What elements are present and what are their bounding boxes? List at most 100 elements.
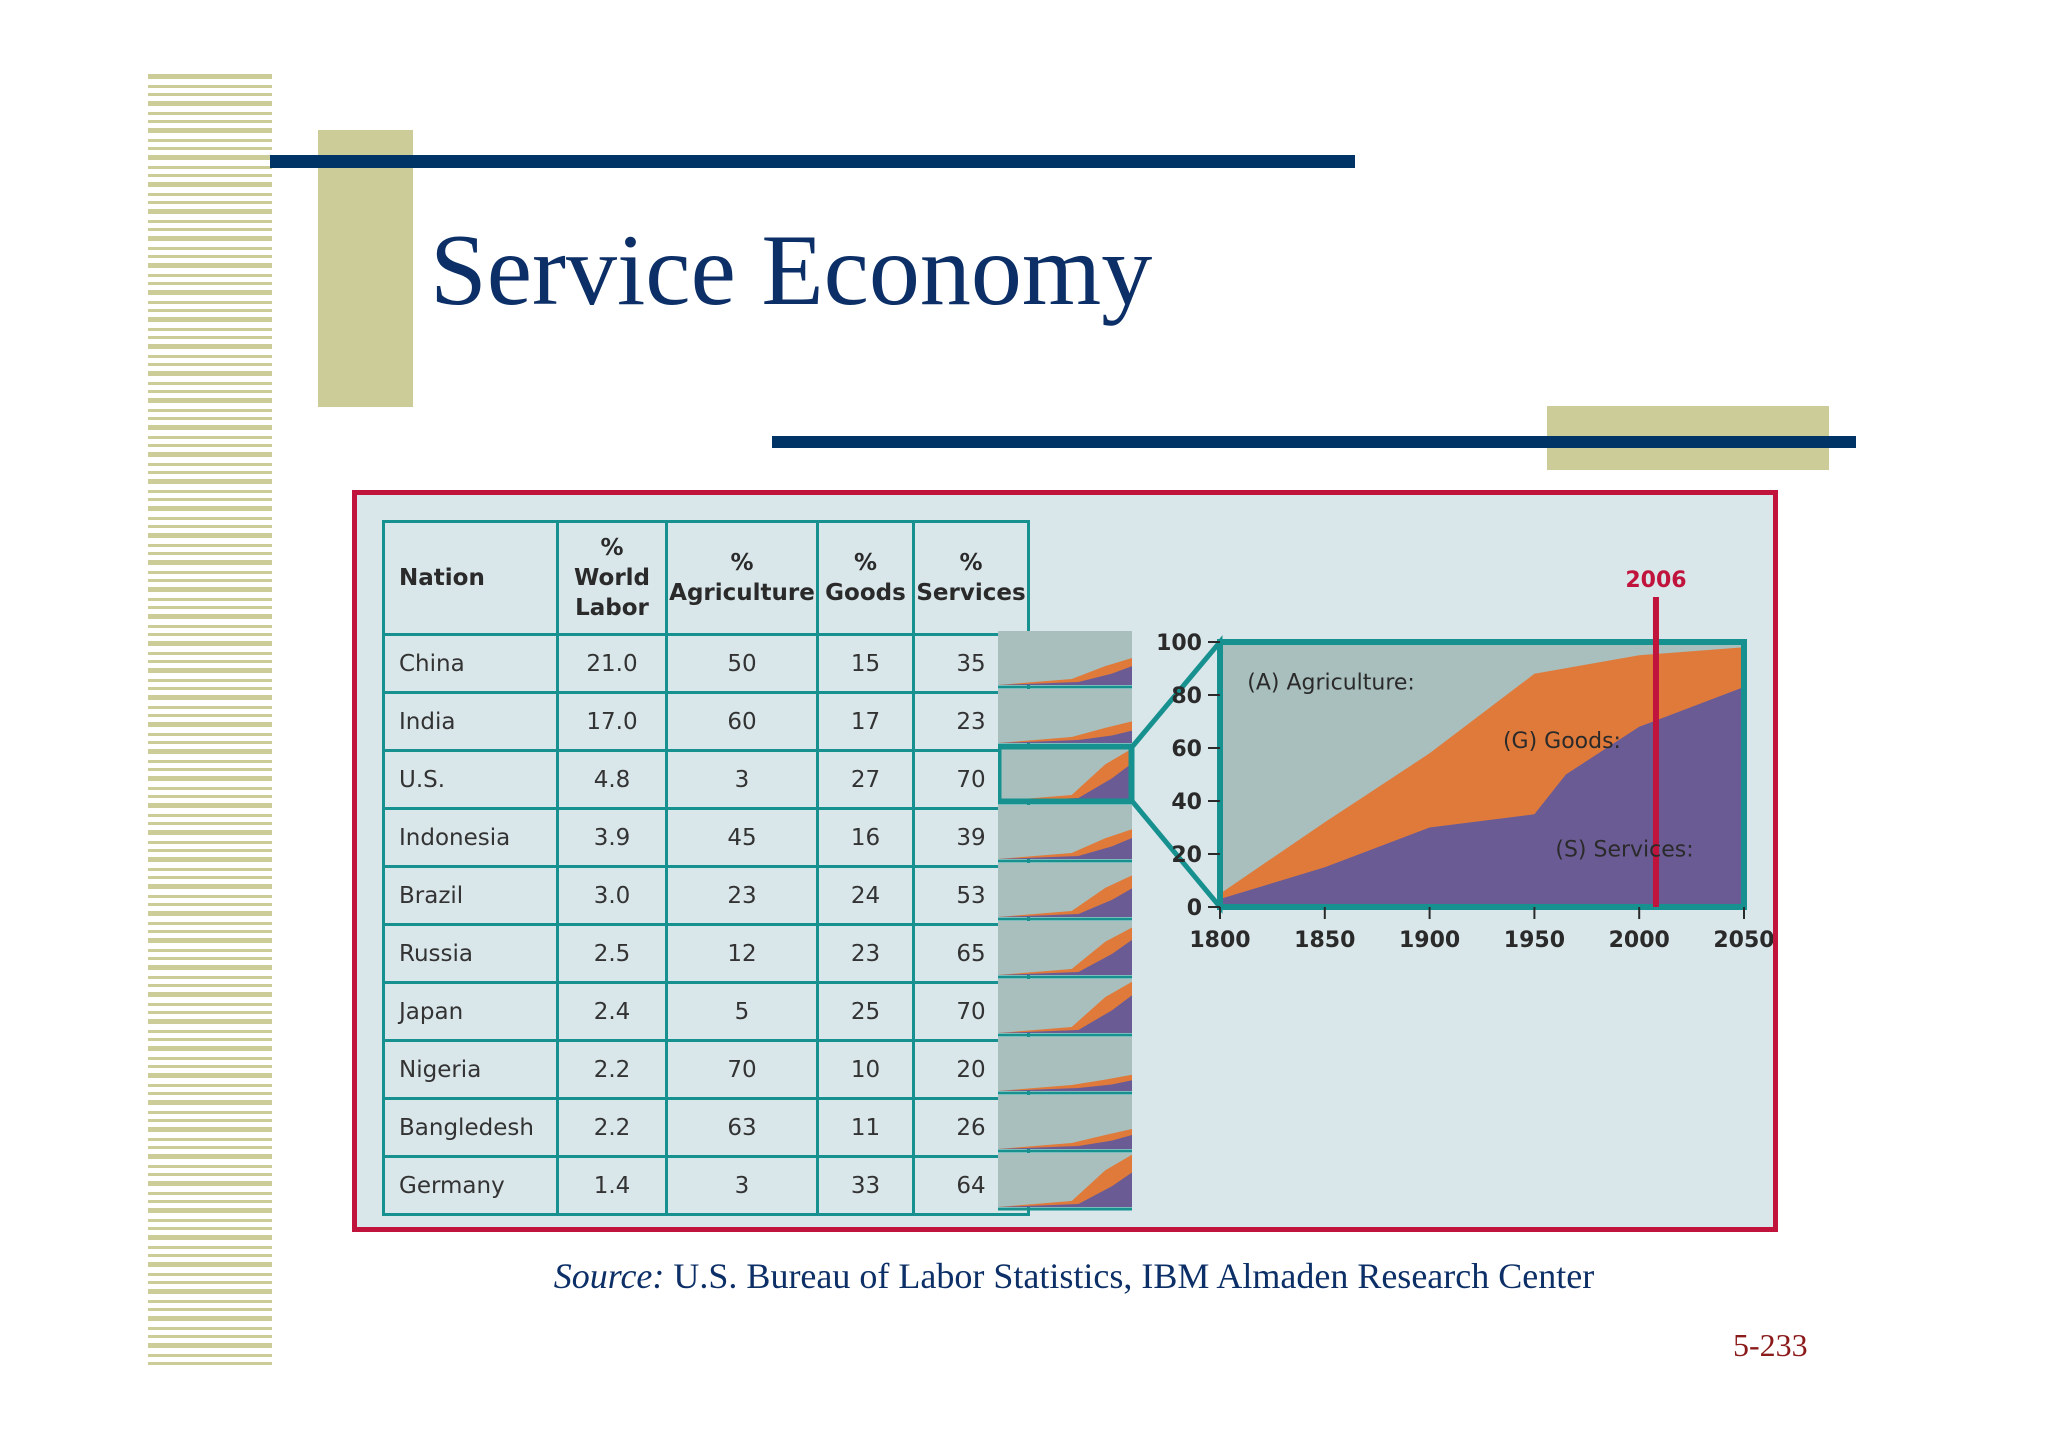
stripe-line	[148, 560, 272, 565]
stripe-line	[148, 1038, 272, 1041]
stripe-line	[148, 938, 272, 943]
stripe-line	[148, 733, 272, 736]
y-tick-label: 0	[1187, 896, 1202, 921]
stripe-line	[148, 506, 272, 511]
stripe-line	[148, 776, 272, 781]
stripe-line	[148, 1254, 272, 1257]
stripe-line	[148, 652, 272, 655]
x-tick-label: 1800	[1189, 928, 1250, 953]
cell-goods: 25	[816, 981, 915, 1042]
table-row: Bangledesh 2.2 63 11 26	[382, 1097, 1030, 1158]
stripe-line	[148, 760, 272, 763]
header-line: Goods	[825, 580, 906, 606]
stripe-line	[148, 128, 272, 133]
table-row: Brazil 3.0 23 24 53	[382, 865, 1030, 926]
stripe-line	[148, 552, 272, 555]
slide-number: 5-233	[1733, 1327, 1808, 1363]
stripe-line	[148, 992, 272, 997]
stripe-line	[148, 1281, 272, 1284]
stripe-line	[148, 884, 272, 889]
sparkline-column	[998, 631, 1134, 1211]
stripe-line	[148, 85, 272, 88]
source-citation: Source: U.S. Bureau of Labor Statistics,…	[0, 1255, 2048, 1297]
stripe-line	[148, 714, 272, 717]
stripe-line	[148, 409, 272, 412]
x-tick-label: 2000	[1609, 928, 1670, 953]
stripe-line	[148, 1362, 272, 1365]
cell-goods: 23	[816, 923, 915, 984]
cell-goods: 11	[816, 1097, 915, 1158]
cell-goods: 27	[816, 749, 915, 810]
stripe-line	[148, 1011, 272, 1014]
cell-nation: Russia	[382, 923, 559, 984]
header-nation: Nation	[382, 520, 559, 636]
stripe-line	[148, 822, 272, 825]
stripe-line	[148, 830, 272, 835]
header-line: Labor	[575, 595, 649, 621]
stripe-line	[148, 1289, 272, 1294]
services-label: (S) Services:	[1555, 838, 1693, 863]
stripe-line	[148, 255, 272, 258]
stripe-line	[148, 263, 272, 268]
stripe-line	[148, 1200, 272, 1203]
cell-goods: 17	[816, 691, 915, 752]
stripe-line	[148, 903, 272, 906]
stripe-line	[148, 282, 272, 285]
stripe-line	[148, 452, 272, 457]
sparkline-services-area	[998, 995, 1132, 1033]
cell-world-labor: 3.9	[556, 807, 668, 868]
stripe-line	[148, 220, 272, 223]
stripe-line	[148, 1235, 272, 1240]
cell-world-labor: 1.4	[556, 1155, 668, 1216]
stripe-line	[148, 787, 272, 790]
stripe-line	[148, 471, 272, 474]
header-agriculture: % Agriculture	[665, 520, 819, 636]
stripe-line	[148, 957, 272, 960]
cell-goods: 33	[816, 1155, 915, 1216]
stripe-line	[148, 1173, 272, 1176]
y-tick-label: 100	[1156, 631, 1202, 656]
stripe-line	[148, 768, 272, 771]
stripe-line	[148, 984, 272, 987]
stripe-line	[148, 895, 272, 898]
stripe-line	[148, 355, 272, 358]
sparkline-services-area	[998, 888, 1132, 917]
stripe-line	[148, 641, 272, 646]
cell-agriculture: 63	[665, 1097, 819, 1158]
sparkline-services-area	[998, 763, 1132, 801]
stripe-line	[148, 814, 272, 817]
stripe-line	[148, 139, 272, 142]
stripe-line	[148, 949, 272, 952]
header-services: % Services	[912, 520, 1030, 636]
decorative-stripes	[148, 74, 272, 1365]
sparkline-services-area	[998, 1134, 1132, 1149]
stripe-line	[148, 1111, 272, 1114]
highlight-year-label: 2006	[1625, 568, 1686, 593]
stripe-line	[148, 1316, 272, 1321]
table-header-row: Nation% World Labor% Agriculture% Goods% Serv…	[382, 520, 1030, 636]
cell-world-labor: 2.4	[556, 981, 668, 1042]
table-row: U.S. 4.8 3 27 70	[382, 749, 1030, 810]
cell-nation: China	[382, 633, 559, 694]
header-world-labor: % World Labor	[556, 520, 668, 636]
sparkline-services-area	[998, 730, 1132, 743]
stripe-line	[148, 228, 272, 231]
stripe-line	[148, 336, 272, 339]
stripe-line	[148, 1100, 272, 1105]
stripe-line	[148, 1046, 272, 1051]
stripe-line	[148, 1019, 272, 1024]
x-tick-label: 1950	[1504, 928, 1565, 953]
stripe-line	[148, 1084, 272, 1087]
services-area	[1220, 687, 1744, 907]
stripe-line	[148, 101, 272, 106]
stripe-line	[148, 668, 272, 673]
stripe-line	[148, 93, 272, 96]
stripe-line	[148, 841, 272, 844]
stripe-line	[148, 679, 272, 682]
stripe-line	[148, 344, 272, 349]
stripe-line	[148, 606, 272, 609]
header-line: %	[730, 550, 754, 576]
stripe-line	[148, 328, 272, 331]
stripe-line	[148, 1327, 272, 1330]
header-line: %	[853, 550, 878, 576]
